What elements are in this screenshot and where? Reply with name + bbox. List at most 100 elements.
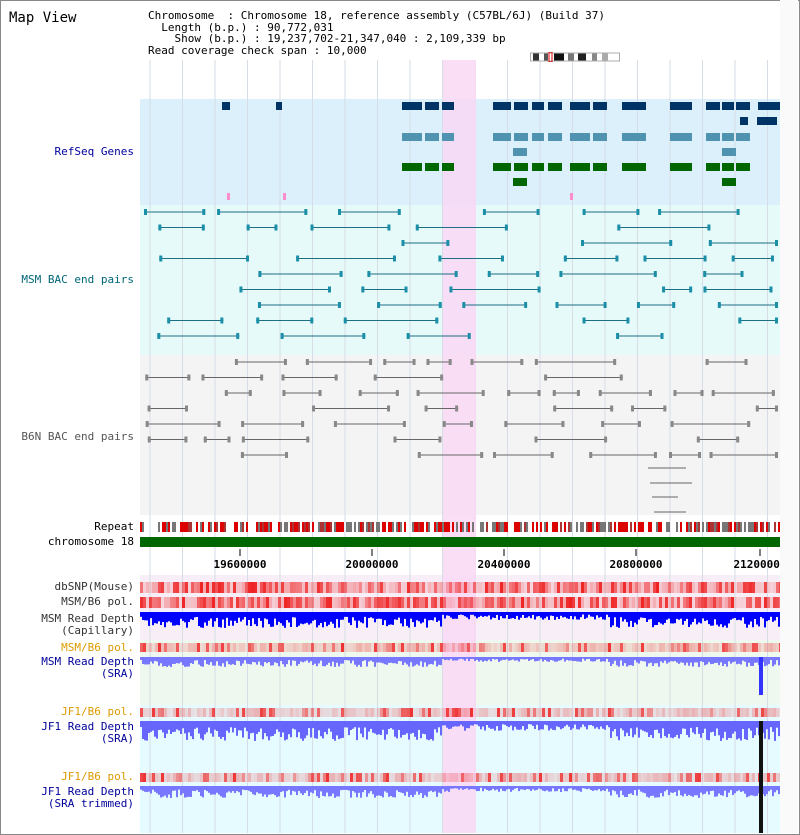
gene-feature[interactable]	[442, 133, 454, 141]
depth-bar	[380, 721, 382, 735]
depth-bar	[330, 657, 332, 667]
gene-feature[interactable]	[622, 163, 646, 171]
gene-feature[interactable]	[532, 133, 544, 141]
depth-bar	[550, 612, 552, 616]
bac-end-marker	[536, 271, 540, 277]
depth-bar	[318, 612, 320, 626]
gene-feature[interactable]	[670, 133, 692, 141]
depth-bar	[770, 612, 772, 617]
gene-feature[interactable]	[736, 163, 750, 171]
gene-feature[interactable]	[514, 102, 528, 110]
gene-feature[interactable]	[514, 133, 528, 141]
gene-feature[interactable]	[532, 163, 544, 171]
gene-feature[interactable]	[622, 102, 646, 110]
depth-bar	[318, 786, 320, 798]
gene-feature[interactable]	[442, 163, 454, 171]
gene-feature[interactable]	[722, 133, 734, 141]
gene-feature[interactable]	[758, 102, 780, 110]
gene-feature[interactable]	[548, 163, 562, 171]
gene-feature[interactable]	[722, 102, 734, 110]
gene-feature[interactable]	[593, 163, 607, 171]
selected-region-highlight[interactable]	[443, 60, 476, 833]
depth-bar	[154, 721, 156, 737]
heat-cell	[395, 708, 398, 717]
depth-bar	[366, 612, 368, 628]
gene-feature[interactable]	[570, 163, 590, 171]
gene-feature[interactable]	[513, 178, 527, 186]
gene-feature[interactable]	[222, 102, 230, 110]
heat-cell	[467, 773, 470, 782]
gene-feature[interactable]	[757, 117, 777, 125]
gene-feature[interactable]	[548, 102, 562, 110]
gene-feature[interactable]	[402, 133, 422, 141]
depth-bar	[170, 657, 172, 667]
chromosome-ideogram[interactable]	[530, 52, 620, 62]
depth-bar	[162, 786, 164, 797]
gene-feature[interactable]	[706, 163, 720, 171]
gene-feature[interactable]	[442, 102, 454, 110]
gene-feature[interactable]	[425, 102, 439, 110]
gene-feature[interactable]	[622, 133, 646, 141]
gene-feature[interactable]	[532, 102, 544, 110]
gene-feature[interactable]	[425, 163, 439, 171]
gene-feature[interactable]	[402, 102, 422, 110]
show-key: Show (b.p.)	[174, 32, 248, 45]
gene-feature[interactable]	[513, 148, 527, 156]
gene-feature[interactable]	[593, 133, 607, 141]
heat-cell	[242, 597, 245, 608]
depth-bar	[744, 612, 746, 624]
heat-cell	[539, 643, 542, 652]
gene-feature[interactable]	[670, 102, 692, 110]
gene-feature[interactable]	[670, 163, 692, 171]
heat-cell	[398, 597, 401, 608]
depth-bar	[748, 721, 750, 729]
gene-feature[interactable]	[570, 133, 590, 141]
gene-feature[interactable]	[402, 163, 422, 171]
gene-feature[interactable]	[227, 193, 230, 200]
gene-feature[interactable]	[706, 102, 720, 110]
repeat-element	[642, 522, 644, 532]
gene-feature[interactable]	[493, 163, 511, 171]
gene-feature[interactable]	[722, 163, 734, 171]
gene-feature[interactable]	[514, 163, 528, 171]
depth-bar	[458, 721, 460, 727]
depth-bar	[300, 786, 302, 794]
gene-feature[interactable]	[740, 117, 748, 125]
gene-feature[interactable]	[283, 193, 286, 200]
gene-feature[interactable]	[493, 133, 511, 141]
heat-cell	[311, 597, 314, 608]
depth-bar	[264, 657, 266, 662]
ideogram-position-marker[interactable]	[548, 52, 553, 62]
gene-feature[interactable]	[425, 133, 439, 141]
depth-bar	[232, 612, 234, 626]
bac-end-marker	[187, 374, 191, 381]
gene-feature[interactable]	[570, 193, 573, 200]
chromosome-bar[interactable]	[140, 537, 780, 547]
depth-bar	[524, 657, 526, 660]
depth-bar	[742, 612, 744, 618]
bac-end-marker	[393, 436, 397, 443]
depth-bar	[748, 786, 750, 797]
gene-feature[interactable]	[548, 133, 562, 141]
depth-bar	[500, 657, 502, 661]
gene-feature[interactable]	[570, 102, 590, 110]
depth-bar	[490, 657, 492, 662]
depth-bar	[500, 612, 502, 617]
gene-feature[interactable]	[736, 133, 750, 141]
gene-feature[interactable]	[722, 178, 736, 186]
repeat-element	[516, 522, 518, 532]
depth-bar	[542, 612, 544, 620]
gene-feature[interactable]	[736, 102, 750, 110]
gene-feature[interactable]	[722, 148, 736, 156]
depth-bar	[244, 786, 246, 791]
gene-feature[interactable]	[593, 102, 607, 110]
depth-bar	[766, 612, 768, 622]
depth-bar	[686, 612, 688, 619]
gene-feature[interactable]	[706, 133, 720, 141]
gene-feature[interactable]	[493, 102, 511, 110]
repeat-element	[418, 522, 420, 532]
gene-feature[interactable]	[276, 102, 282, 110]
depth-bar	[544, 721, 546, 725]
depth-bar	[602, 786, 604, 791]
